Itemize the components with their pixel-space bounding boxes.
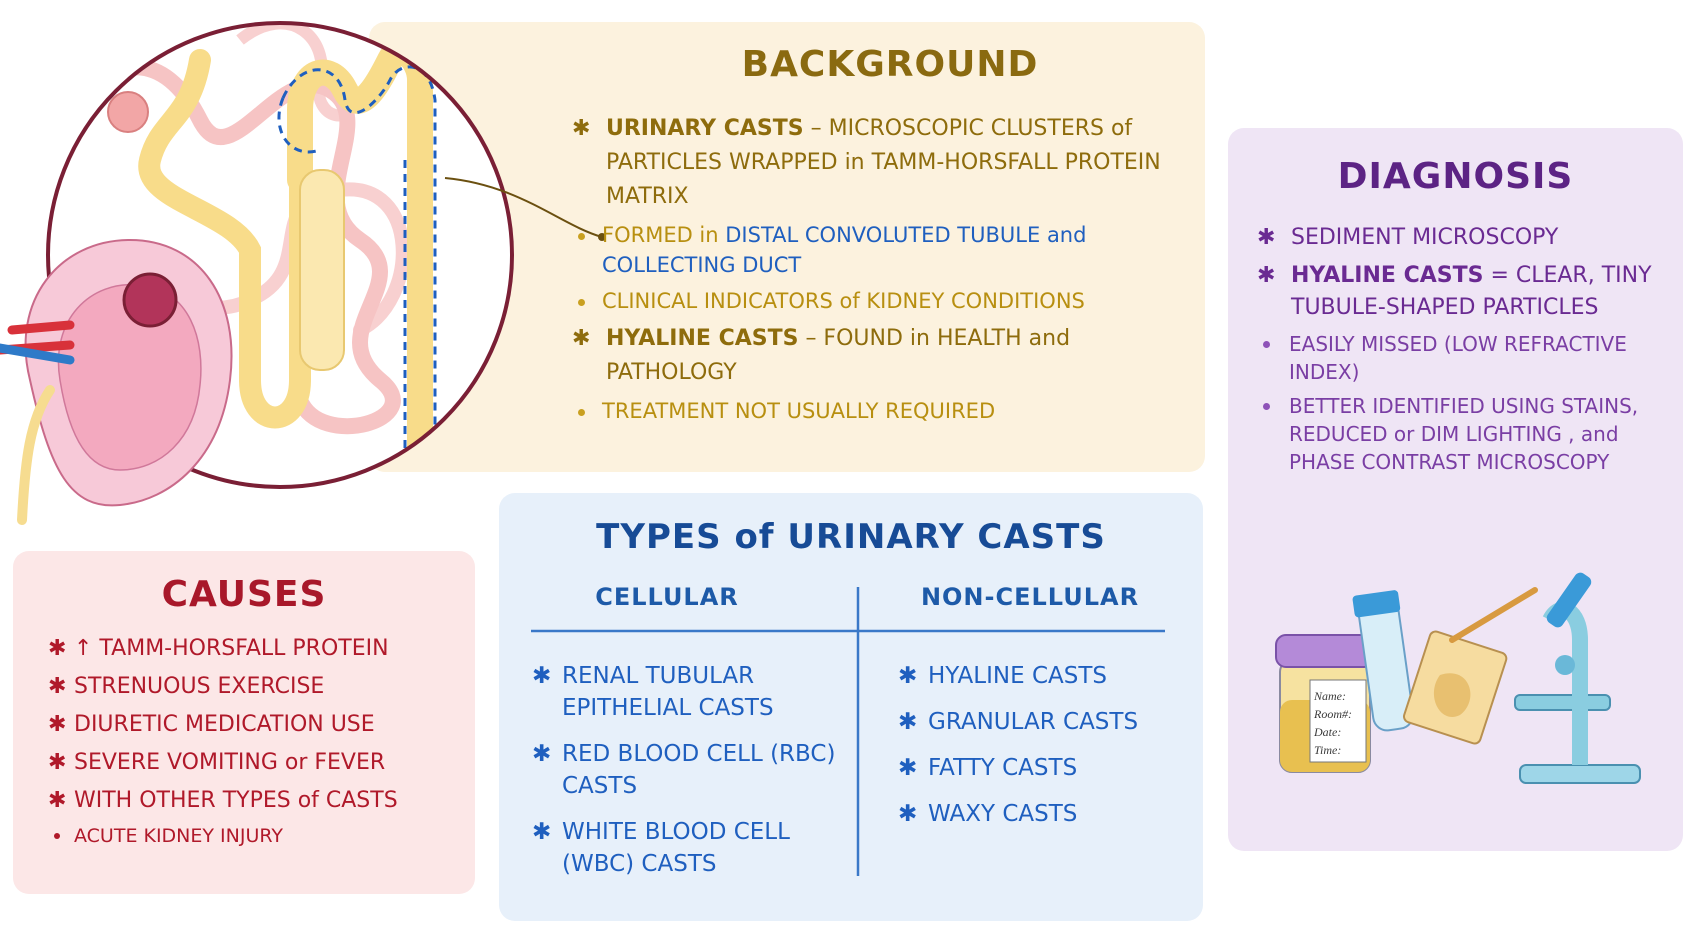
item-text: RED BLOOD CELL (RBC) CASTS xyxy=(562,741,836,799)
sub-item: EASILY MISSED (LOW REFRACTIVE INDEX) xyxy=(1257,330,1657,386)
label-field: Name: xyxy=(1313,689,1346,703)
list-item: ✱ STRENUOUS EXERCISE xyxy=(48,674,325,699)
item-lead: URINARY CASTS xyxy=(606,116,804,141)
list-item: ✱ HYALINE CASTS xyxy=(898,663,1107,689)
causes-panel xyxy=(13,551,475,894)
column-heading: CELLULAR xyxy=(595,583,739,611)
text-part: FORMED in xyxy=(602,223,719,247)
kidney xyxy=(0,238,233,525)
list-item: ✱ SEVERE VOMITING or FEVER xyxy=(48,750,386,775)
text-part: CLINICAL INDICATORS of KIDNEY CONDITIONS xyxy=(602,289,1085,313)
causes-list: ✱ ↑ TAMM-HORSFALL PROTEIN ✱ STRENUOUS EXER… xyxy=(48,633,468,855)
cellular-list: ✱ RENAL TUBULAR EPITHELIAL CASTS ✱ RED BLO… xyxy=(532,660,837,894)
item-text: DIURETIC MEDICATION USE xyxy=(74,712,375,737)
item-lead: HYALINE CASTS xyxy=(1291,263,1484,288)
list-item: ✱ FATTY CASTS xyxy=(898,755,1078,781)
text-part: TREATMENT NOT USUALLY REQUIRED xyxy=(602,399,996,423)
label-field: Time: xyxy=(1314,743,1341,757)
item-text: WHITE BLOOD CELL (WBC) CASTS xyxy=(562,819,790,877)
section-title: TYPES of URINARY CASTS xyxy=(596,517,1106,557)
sub-text: EASILY MISSED (LOW REFRACTIVE INDEX) xyxy=(1289,332,1627,384)
sub-item: TREATMENT NOT USUALLY REQUIRED xyxy=(572,396,1182,426)
sub-item: CLINICAL INDICATORS of KIDNEY CONDITIONS xyxy=(572,286,1182,316)
label-field: Room#: xyxy=(1313,707,1352,721)
sub-text: ACUTE KIDNEY INJURY xyxy=(74,825,283,847)
lab-equipment: Name: Room#: Date: Time: xyxy=(1275,572,1641,784)
item-text: – FOUND in HEALTH and PATHOLOGY xyxy=(606,326,1071,385)
item-text: RENAL TUBULAR EPITHELIAL CASTS xyxy=(562,663,774,721)
item-text: – MICROSCOPIC CLUSTERS of PARTICLES WRAP… xyxy=(606,116,1161,209)
sub-item: BETTER IDENTIFIED USING STAINS, REDUCED … xyxy=(1257,392,1657,476)
label-field: Date: xyxy=(1313,725,1341,739)
list-item: ✱ DIURETIC MEDICATION USE xyxy=(48,712,375,737)
item-text: SEDIMENT MICROSCOPY xyxy=(1291,225,1559,250)
column-heading: NON-CELLULAR xyxy=(920,583,1140,611)
item-text: FATTY CASTS xyxy=(928,755,1078,781)
list-item: ✱ URINARY CASTS – MICROSCOPIC CLUSTERS of… xyxy=(572,116,1161,209)
list-item: ✱ HYALINE CASTS = CLEAR, TINY TUBULE-SHAP… xyxy=(1257,263,1652,320)
sub-item: ACUTE KIDNEY INJURY xyxy=(48,823,468,849)
list-item: ✱ SEDIMENT MICROSCOPY xyxy=(1257,225,1559,250)
item-text: GRANULAR CASTS xyxy=(928,709,1139,735)
list-item: ✱ RENAL TUBULAR EPITHELIAL CASTS xyxy=(532,663,774,721)
item-text: ↑ TAMM-HORSFALL PROTEIN xyxy=(74,636,389,661)
list-item: ✱ HYALINE CASTS – FOUND in HEALTH and PAT… xyxy=(572,326,1071,385)
text-part: COLLECTING DUCT xyxy=(602,253,802,277)
item-lead: HYALINE CASTS xyxy=(606,326,799,351)
diagnosis-list: ✱ SEDIMENT MICROSCOPY ✱ HYALINE CASTS = CL… xyxy=(1257,222,1657,482)
list-item: ✱ WAXY CASTS xyxy=(898,801,1078,827)
item-text: WITH OTHER TYPES of CASTS xyxy=(74,788,398,813)
section-title: BACKGROUND xyxy=(741,44,1039,85)
item-text: WAXY CASTS xyxy=(928,801,1078,827)
background-list: ✱ URINARY CASTS – MICROSCOPIC CLUSTERS of… xyxy=(572,112,1182,432)
list-item: ✱ GRANULAR CASTS xyxy=(898,709,1139,735)
types-panel xyxy=(499,493,1203,921)
text-part: and xyxy=(1046,223,1087,247)
list-item: ✱ WITH OTHER TYPES of CASTS xyxy=(48,788,398,813)
text-part: DISTAL CONVOLUTED TUBULE xyxy=(725,223,1041,247)
item-text: HYALINE CASTS xyxy=(928,663,1107,689)
section-title: CAUSES xyxy=(161,574,327,615)
item-text: = CLEAR, TINY TUBULE-SHAPED PARTICLES xyxy=(1291,263,1652,320)
sub-item: FORMED in DISTAL CONVOLUTED TUBULE and C… xyxy=(572,220,1182,280)
list-item: ✱ WHITE BLOOD CELL (WBC) CASTS xyxy=(532,819,790,877)
sub-text: BETTER IDENTIFIED USING STAINS, REDUCED … xyxy=(1289,394,1639,474)
non-cellular-list: ✱ HYALINE CASTS ✱ GRANULAR CASTS ✱ FATTY CA… xyxy=(898,660,1198,844)
pointer-line xyxy=(444,177,603,238)
list-item: ✱ RED BLOOD CELL (RBC) CASTS xyxy=(532,741,836,799)
list-item: ✱ ↑ TAMM-HORSFALL PROTEIN xyxy=(48,636,389,661)
item-text: STRENUOUS EXERCISE xyxy=(74,674,325,699)
section-title: DIAGNOSIS xyxy=(1337,156,1574,197)
item-text: SEVERE VOMITING or FEVER xyxy=(74,750,386,775)
zoom-border xyxy=(46,21,514,489)
